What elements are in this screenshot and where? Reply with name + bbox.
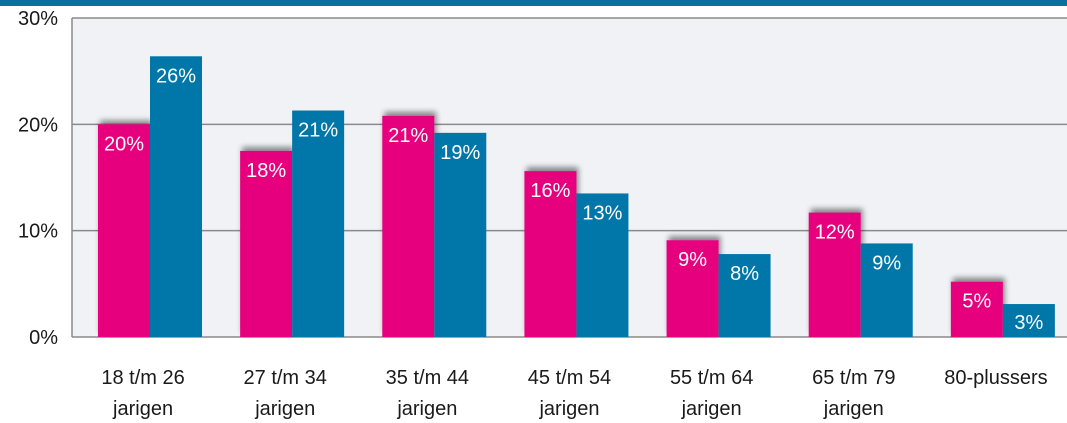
bar-series-b (860, 243, 913, 337)
bar-series-a (524, 171, 577, 337)
bar-series-b (718, 254, 771, 337)
bar-series-b (150, 56, 202, 337)
bar-series-b (434, 132, 487, 337)
bar-series-a (950, 281, 1003, 337)
data-label-series-a: 18% (246, 160, 286, 182)
bar-series-a (808, 212, 861, 337)
data-label-series-a: 16% (530, 180, 570, 202)
data-label-series-a: 21% (388, 125, 428, 147)
data-label-series-b: 13% (582, 202, 622, 224)
bar-series-a (382, 115, 435, 338)
x-category-label: 27 t/m 34 jarigen (244, 367, 327, 420)
data-label-series-a: 12% (815, 222, 855, 244)
data-label-series-a: 9% (678, 249, 707, 271)
x-category-label: 65 t/m 79 jarigen (812, 367, 895, 420)
bar-series-a (240, 150, 293, 337)
data-label-series-b: 8% (730, 263, 759, 285)
bars: 20% 26% 18% 21% 21% 19% 16% 13% 9% 8% 12% 9% 5% 3% (98, 56, 1055, 338)
x-category-label: 55 t/m 64 jarigen (670, 367, 753, 420)
data-label-series-b: 9% (872, 252, 901, 274)
data-label-series-b: 26% (156, 65, 196, 87)
y-tick-label: 0% (29, 327, 58, 349)
x-category-label: 35 t/m 44 jarigen (386, 367, 469, 420)
data-label-series-b: 21% (298, 120, 338, 142)
x-category-label: 80-plussers (944, 367, 1047, 389)
y-axis-tick-labels: 0% 10% 20% 30% (18, 8, 58, 349)
data-label-series-a: 5% (962, 291, 991, 313)
bar-series-b (292, 110, 345, 337)
x-axis-category-labels: 18 t/m 26 jarigen 27 t/m 34 jarigen 35 t/m 4… (101, 367, 1047, 420)
y-tick-label: 10% (18, 221, 58, 243)
data-label-series-b: 3% (1014, 312, 1043, 334)
data-label-series-a: 20% (104, 133, 144, 155)
y-tick-label: 20% (18, 114, 58, 136)
bar-series-b (1002, 304, 1055, 337)
bar-series-a (666, 240, 719, 337)
x-category-label: 18 t/m 26 jarigen (101, 367, 184, 420)
x-category-label: 45 t/m 54 jarigen (528, 367, 611, 420)
bar-series-a (98, 124, 150, 337)
y-tick-label: 30% (18, 8, 58, 30)
data-label-series-b: 19% (440, 142, 480, 164)
top-accent-bar (0, 0, 1067, 6)
bar-series-b (576, 193, 629, 337)
